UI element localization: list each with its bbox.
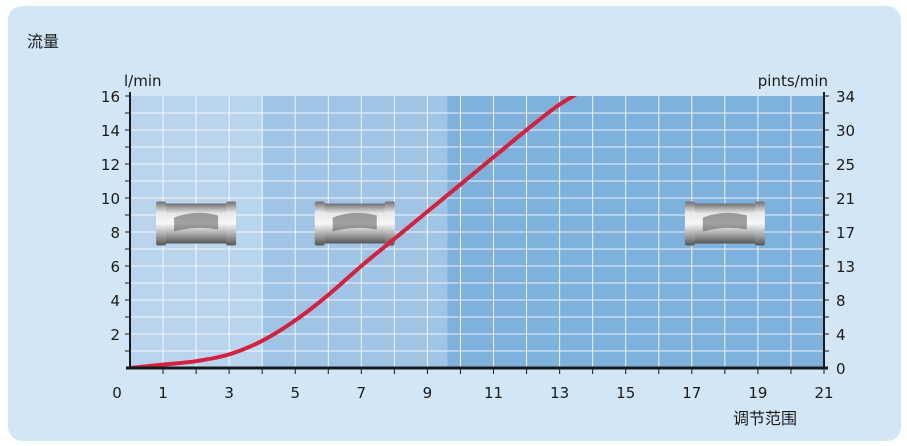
left-tick-label: 6 bbox=[110, 258, 120, 276]
valve-left-flange bbox=[314, 201, 325, 246]
x-tick-label: 5 bbox=[290, 384, 300, 402]
x-tick-label: 0 bbox=[112, 384, 122, 402]
valve-icon bbox=[156, 201, 237, 246]
right-tick-label: 30 bbox=[836, 122, 855, 140]
series-layer bbox=[130, 96, 578, 368]
valve-icon bbox=[314, 201, 395, 246]
x-tick-label: 15 bbox=[616, 384, 635, 402]
valve-opening bbox=[702, 212, 747, 232]
x-tick-label: 21 bbox=[814, 384, 833, 402]
flow-curve bbox=[130, 96, 578, 368]
right-tick-label: 8 bbox=[836, 292, 846, 310]
x-tick-label: 9 bbox=[423, 384, 433, 402]
right-tick-label: 13 bbox=[836, 258, 855, 276]
x-axis-title: 调节范围 bbox=[733, 409, 797, 428]
right-tick-label: 17 bbox=[836, 224, 855, 242]
left-tick-label: 4 bbox=[110, 292, 120, 310]
right-tick-label: 4 bbox=[836, 326, 846, 344]
valve-right-flange bbox=[754, 201, 765, 246]
valve-left-flange bbox=[156, 201, 167, 246]
left-tick-label: 2 bbox=[110, 326, 120, 344]
valve-icon bbox=[684, 201, 765, 246]
x-tick-label: 3 bbox=[224, 384, 234, 402]
right-tick-label: 0 bbox=[836, 360, 846, 378]
axes bbox=[125, 92, 829, 374]
valve-right-flange bbox=[384, 201, 395, 246]
left-tick-label: 10 bbox=[101, 190, 120, 208]
x-tick-label: 13 bbox=[550, 384, 569, 402]
axis-labels: 0 1 3 5 7 9 11 13 15 17 19 212468101214160481317212… bbox=[101, 72, 855, 428]
x-tick-label: 19 bbox=[748, 384, 767, 402]
x-tick-label: 11 bbox=[484, 384, 503, 402]
valve-right-flange bbox=[226, 201, 237, 246]
right-axis-unit: pints/min bbox=[758, 72, 828, 90]
left-tick-label: 16 bbox=[101, 88, 120, 106]
grid-lines bbox=[130, 96, 824, 368]
valve-left-flange bbox=[684, 201, 695, 246]
x-tick-label: 1 bbox=[158, 384, 168, 402]
x-tick-label: 7 bbox=[357, 384, 367, 402]
right-tick-label: 25 bbox=[836, 156, 855, 174]
x-tick-label: 17 bbox=[682, 384, 701, 402]
left-axis-unit: l/min bbox=[124, 72, 162, 90]
left-tick-label: 12 bbox=[101, 156, 120, 174]
valve-opening bbox=[174, 212, 219, 232]
valve-icons bbox=[156, 201, 765, 246]
right-tick-label: 34 bbox=[836, 88, 855, 106]
left-tick-label: 8 bbox=[110, 224, 120, 242]
valve-opening bbox=[332, 212, 377, 232]
right-tick-label: 21 bbox=[836, 190, 855, 208]
chart-heading: 流量 bbox=[27, 32, 60, 51]
left-tick-label: 14 bbox=[101, 122, 120, 140]
